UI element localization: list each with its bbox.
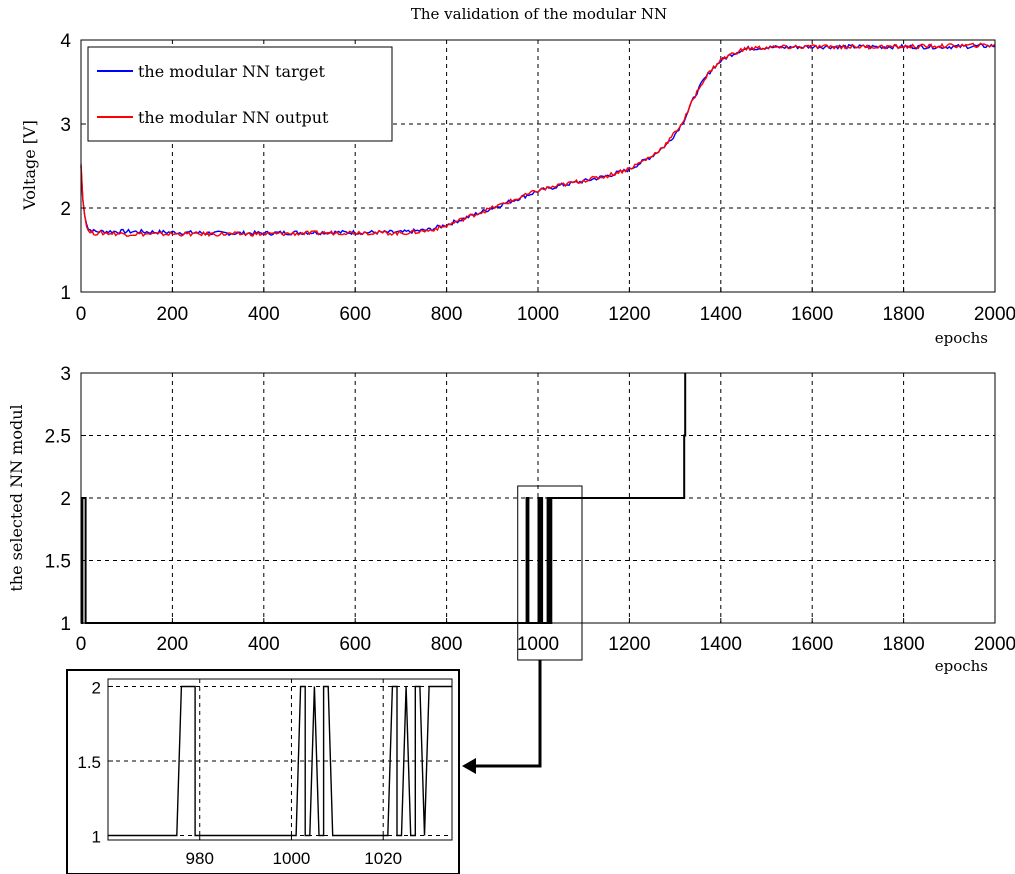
- y-tick-label: 1: [60, 283, 71, 304]
- x-tick-label: 400: [248, 634, 280, 655]
- x-tick-label: 200: [157, 304, 189, 325]
- y-tick-label: 2.5: [45, 427, 71, 448]
- x-tick-label: 2000: [974, 634, 1015, 655]
- y-tick-label: 2: [60, 489, 71, 510]
- legend-entry-target: the modular NN target: [138, 62, 325, 81]
- zoom-callout-arrow: [462, 660, 542, 774]
- plot-frame: [107, 678, 453, 841]
- x-tick-label: 1400: [700, 634, 742, 655]
- zoom-region-box: [517, 485, 583, 661]
- x-tick-label: 0: [76, 304, 87, 325]
- y-tick-label: 2: [92, 678, 101, 697]
- x-tick-label: 1000: [273, 849, 311, 868]
- module-selection-chart: the selected NN modul epochs 0 200 400 600 8…: [7, 364, 1015, 675]
- x-tick-label: 1000: [517, 634, 559, 655]
- series-lines: [81, 373, 687, 624]
- x-tick-label: 800: [431, 304, 463, 325]
- zoom-inset-chart: 980 1000 1020 1 1.5 2: [66, 669, 460, 874]
- x-tick-label: 1800: [882, 634, 924, 655]
- tick-labels: 980 1000 1020 1 1.5 2: [77, 678, 402, 868]
- y-tick-label: 1.5: [77, 753, 101, 772]
- y-tick-label: 2: [60, 199, 71, 220]
- tick-labels: 0 200 400 600 800 1000 1200 1400 1600 1800 2000 1 2 3…: [60, 31, 1015, 325]
- x-axis-label: epochs: [935, 657, 988, 675]
- y-axis-label: Voltage [V]: [20, 120, 39, 211]
- legend-box: [87, 46, 393, 142]
- x-tick-label: 1800: [882, 304, 924, 325]
- x-tick-label: 1200: [608, 634, 650, 655]
- series-line-0: [108, 685, 452, 837]
- x-tick-label: 600: [339, 304, 371, 325]
- y-tick-label: 3: [60, 115, 71, 136]
- series-lines: [108, 685, 452, 837]
- x-tick-label: 1600: [791, 634, 833, 655]
- x-tick-label: 1200: [608, 304, 650, 325]
- x-tick-label: 980: [186, 849, 214, 868]
- y-tick-label: 1: [92, 828, 101, 847]
- x-tick-label: 200: [157, 634, 189, 655]
- series-lines: [80, 42, 996, 238]
- x-tick-label: 0: [76, 634, 87, 655]
- y-tick-label: 1: [60, 614, 71, 635]
- inset-outer-frame: [66, 669, 460, 874]
- legend: the modular NN target the modular NN out…: [87, 46, 393, 142]
- voltage-chart: The validation of the modular NN Voltage…: [20, 5, 1015, 347]
- x-tick-label: 1020: [364, 849, 402, 868]
- x-tick-label: 1600: [791, 304, 833, 325]
- x-tick-label: 800: [431, 634, 463, 655]
- x-tick-label: 600: [339, 634, 371, 655]
- series-line-0: [81, 373, 687, 624]
- x-tick-label: 1000: [517, 304, 559, 325]
- x-tick-label: 1400: [700, 304, 742, 325]
- y-axis-label: the selected NN modul: [7, 404, 26, 591]
- y-tick-label: 3: [60, 364, 71, 385]
- y-tick-label: 1.5: [45, 552, 71, 573]
- series-line-1: [80, 42, 996, 238]
- x-tick-label: 2000: [974, 304, 1015, 325]
- x-axis-label: epochs: [935, 329, 988, 347]
- x-tick-label: 400: [248, 304, 280, 325]
- y-tick-label: 4: [60, 31, 71, 52]
- legend-entry-output: the modular NN output: [138, 108, 329, 127]
- chart-title: The validation of the modular NN: [411, 5, 667, 23]
- tick-labels: 0 200 400 600 800 1000 1200 1400 1600 1800 2000 1 1.…: [45, 364, 1015, 655]
